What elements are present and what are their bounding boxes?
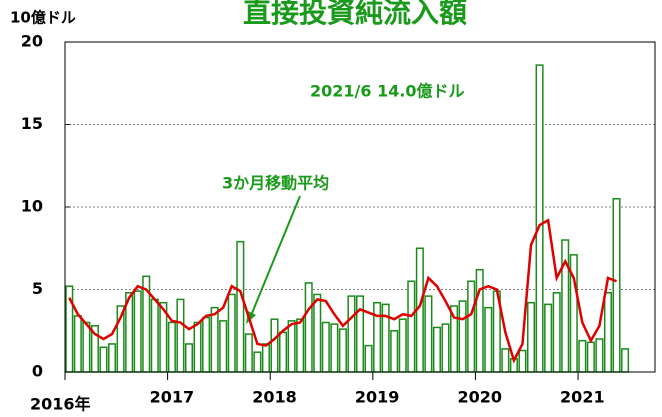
plot-frame [64, 41, 656, 373]
bar [296, 318, 305, 373]
bar [184, 343, 194, 373]
bar [313, 293, 322, 373]
bar [612, 198, 621, 373]
bar [287, 320, 296, 373]
annotation: 2021/6 14.0億ドル [310, 82, 465, 101]
x-tick-label: 2019 [355, 388, 400, 407]
bar [501, 348, 510, 373]
bar [398, 318, 407, 373]
bar [304, 282, 313, 373]
bar [82, 321, 91, 373]
y-axis-label: 10億ドル [10, 9, 76, 27]
y-tick-label: 20 [21, 32, 43, 51]
bar [150, 298, 159, 373]
bar [330, 323, 339, 373]
bar [167, 321, 176, 373]
bar [544, 303, 553, 373]
bar [253, 351, 262, 373]
bar [373, 301, 382, 373]
bar [552, 292, 561, 373]
bar [73, 315, 82, 373]
bar [202, 316, 211, 373]
bar [603, 292, 612, 373]
bar [108, 343, 117, 373]
line-label: 3か月移動平均 [222, 174, 329, 193]
x-tick-label: 2016年 [30, 395, 91, 414]
chart-title: 直接投資純流入額 [243, 0, 467, 29]
bar [381, 303, 390, 373]
bar [176, 298, 185, 373]
bar [578, 339, 587, 373]
bar [424, 295, 433, 373]
y-tick-label: 5 [32, 279, 43, 298]
bar [261, 343, 270, 373]
bar [526, 301, 536, 373]
y-tick-label: 0 [32, 362, 43, 381]
bar [432, 326, 441, 373]
bar [390, 330, 399, 373]
x-tick-label: 2017 [150, 388, 195, 407]
bar [236, 240, 245, 373]
moving-average-line [68, 218, 617, 364]
y-tick-label: 15 [21, 114, 43, 133]
bar [270, 318, 279, 373]
bar [364, 344, 373, 373]
bar [193, 321, 202, 373]
bar [99, 346, 108, 373]
bar [227, 293, 236, 373]
x-tick-label: 2020 [457, 388, 502, 407]
y-tick-label: 10 [21, 197, 43, 216]
bar [347, 295, 356, 373]
bar [338, 328, 347, 373]
bar [484, 306, 493, 373]
bar [244, 333, 253, 373]
bar [458, 300, 467, 373]
bar [219, 320, 228, 373]
bar [441, 323, 450, 373]
bar [586, 341, 595, 373]
bar [467, 280, 476, 373]
bar [407, 280, 416, 373]
bar [621, 348, 630, 373]
bar [210, 306, 219, 373]
bar [518, 349, 527, 373]
bar [321, 321, 330, 373]
arrow-line [249, 195, 301, 319]
bar [279, 331, 288, 373]
bar [355, 295, 365, 373]
bar [475, 268, 484, 373]
bar [133, 290, 142, 373]
x-tick-label: 2021 [560, 388, 605, 407]
x-tick-label: 2018 [252, 388, 297, 407]
bar [535, 64, 544, 373]
bar [595, 338, 604, 373]
